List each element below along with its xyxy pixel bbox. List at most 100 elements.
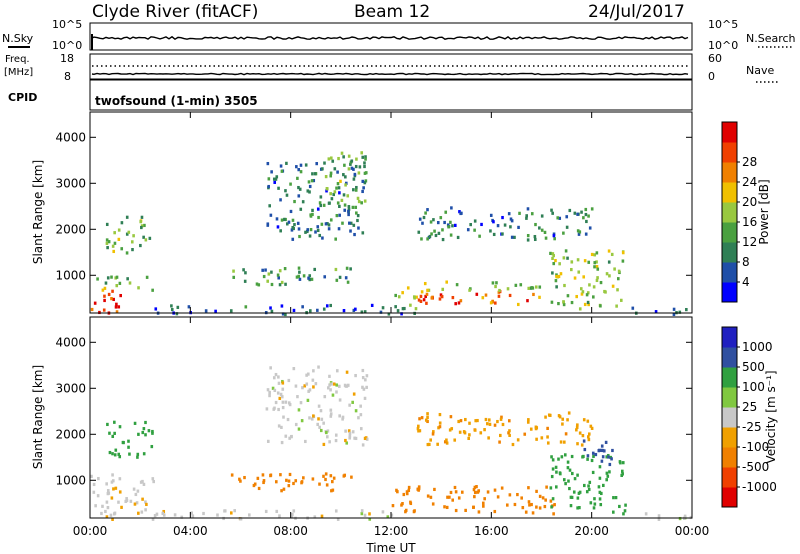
velocity-cell [608,470,611,474]
velocity-cell [540,436,544,440]
power-cell [113,241,117,245]
power-cell [581,290,585,294]
velocity-cell [348,431,352,435]
power-cell [616,288,619,292]
power-cell [314,230,317,234]
velocity-cell [531,511,535,515]
power-cell [582,275,586,279]
power-cell [514,283,518,287]
velocity-panel: 1000 2000 3000 4000 00:00 04:00 08:00 12:00 16:0… [31,316,778,554]
velocity-cell [302,476,305,480]
power-cell [347,207,351,211]
velocity-cell [426,494,430,498]
power-cell [353,232,356,237]
velocity-cell [429,495,433,499]
velocity-cell [600,459,604,463]
velocity-cell [152,479,155,484]
power-cell [268,204,272,208]
power-cell [469,222,472,227]
velocity-cell [527,486,530,490]
velocity-cell [570,471,574,476]
power-cell [413,296,416,300]
velocity-colorbar-tick-label: -100 [742,440,769,454]
cpid-panel: CPID twofsound (1-min) 3505 [8,79,693,111]
power-cell [356,213,360,218]
velocity-cell [448,428,452,432]
velocity-cell [353,436,356,440]
velocity-cell [312,369,315,373]
velocity-cell [590,426,594,430]
velocity-cell [561,422,564,426]
velocity-cell [573,477,577,481]
velocity-cell [280,395,284,399]
velocity-cell [361,376,365,380]
power-cell [309,214,313,218]
power-cell [381,306,385,310]
power-cell [526,299,529,303]
power-cell [347,167,351,171]
velocity-cell [569,504,573,508]
power-cell [579,287,583,291]
velocity-cell [111,434,115,439]
power-cell [107,292,111,297]
velocity-cell [601,448,605,453]
power-cell [322,307,326,311]
power-cell [125,251,129,255]
velocity-cell [268,394,271,398]
velocity-cell [368,517,372,521]
power-cell [489,229,492,233]
velocity-cell [591,470,595,475]
power-cell [593,265,596,269]
power-cell [422,215,426,220]
velocity-ylabel: Slant Range [km] [31,365,45,469]
power-cell [323,275,327,279]
power-cell [454,302,457,306]
velocity-cell [290,515,294,519]
power-cell [280,218,284,222]
power-cell [347,154,351,158]
velocity-cell [587,438,591,442]
velocity-cell [317,404,321,408]
velocity-cell [303,384,307,388]
power-cell [308,274,312,278]
velocity-cell [96,494,100,498]
power-cell [170,304,173,308]
velocity-xtick-label: 16:00 [474,524,509,538]
velocity-cell [564,432,568,436]
velocity-cell [330,382,333,386]
velocity-cell [566,460,570,464]
power-cell [336,170,339,174]
power-cell [501,232,504,236]
power-cell [507,212,511,216]
power-ytick-label: 2000 [55,222,86,236]
velocity-cell [125,497,128,501]
power-cell [335,186,338,190]
power-cell [586,300,590,305]
velocity-cell [605,478,608,482]
power-cell [304,163,308,167]
velocity-cell [325,430,328,435]
velocity-cells [90,365,693,521]
power-cell [115,310,119,314]
power-cell [417,230,421,234]
power-cell [327,157,331,161]
power-cell [318,201,322,205]
velocity-cell [535,489,538,493]
power-cell [577,270,581,274]
velocity-cell [357,416,360,420]
power-cell [132,234,135,238]
velocity-cell [550,455,553,459]
velocity-cell [344,429,347,433]
freq-trace [91,72,689,76]
velocity-cell [587,484,590,488]
velocity-cell [591,451,595,455]
power-cell [273,180,277,184]
power-cell [496,224,500,228]
power-cell [394,305,397,309]
velocity-cell [127,445,130,449]
power-cell [333,167,337,171]
velocity-cell [614,496,618,500]
power-cell [555,285,558,289]
power-cell [329,218,333,222]
velocity-cell [529,427,533,431]
